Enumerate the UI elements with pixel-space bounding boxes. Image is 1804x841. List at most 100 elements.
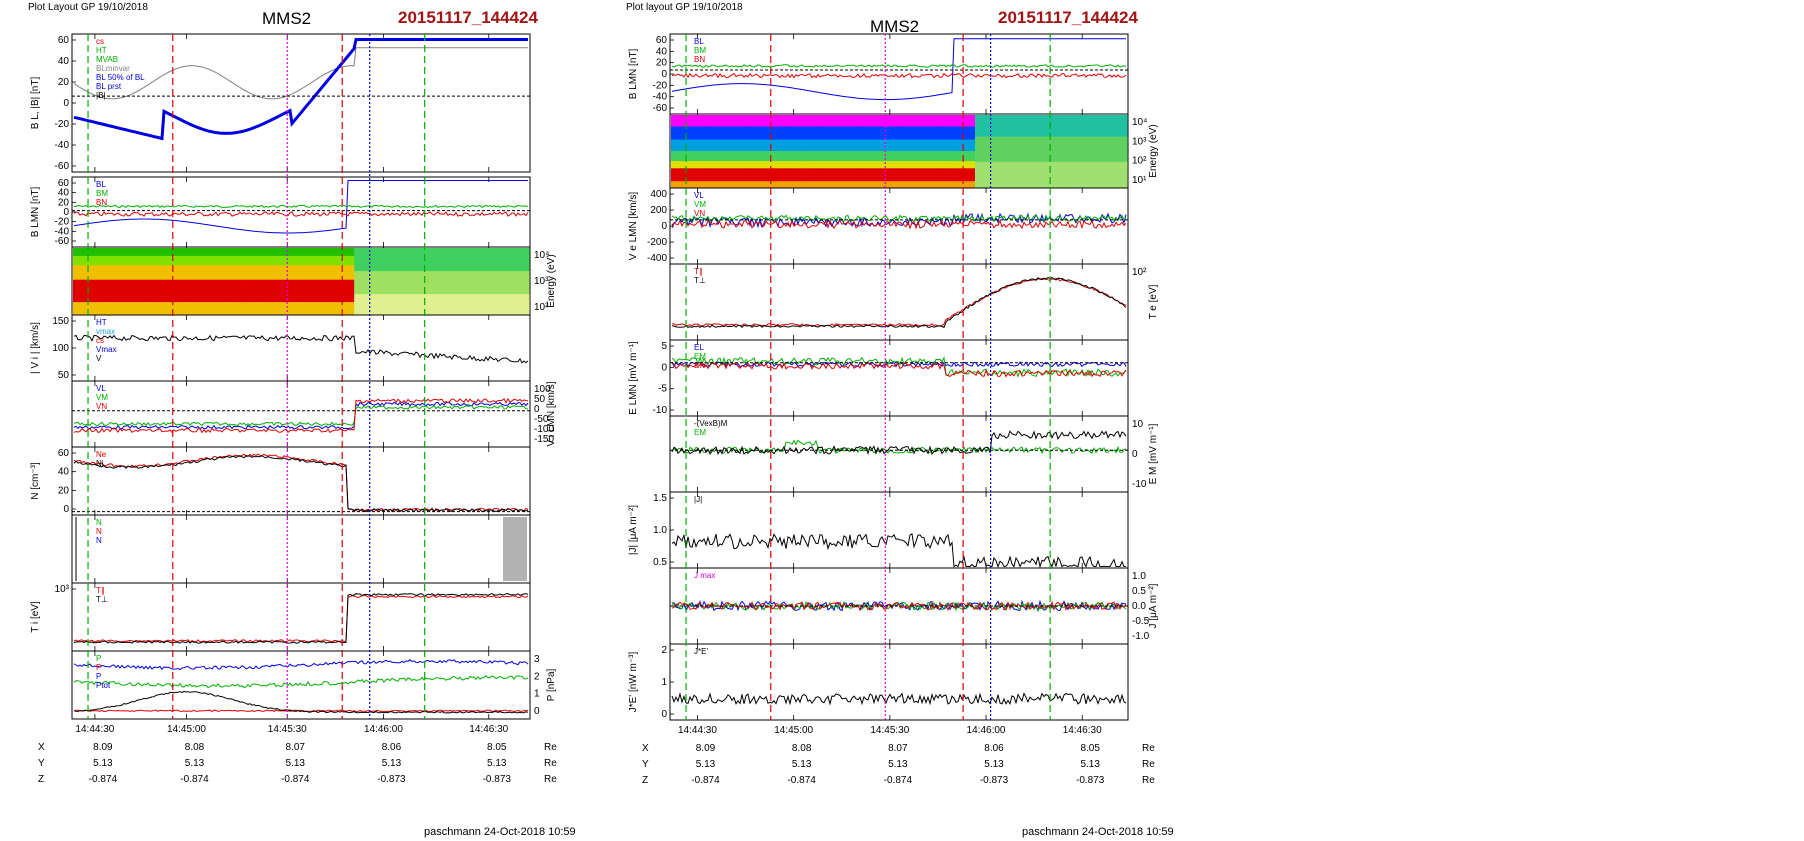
coord-unit: Re xyxy=(1142,759,1155,770)
spectrogram-cell xyxy=(959,126,968,141)
series-Ne xyxy=(73,453,529,512)
spectrogram-cell xyxy=(80,265,89,281)
spectrogram-cell xyxy=(906,181,915,188)
y-tick-label: 0 xyxy=(63,504,69,515)
spectrogram-cell xyxy=(1028,161,1037,188)
y-tick-label-right: 1.0 xyxy=(1132,571,1146,582)
panel-frame xyxy=(669,339,1129,417)
spectrogram-cell xyxy=(754,151,763,162)
spectrogram-cell xyxy=(792,115,801,128)
spectrogram-cell xyxy=(724,168,733,182)
spectrogram-cell xyxy=(453,271,462,295)
spectrogram-cell xyxy=(754,126,763,141)
spectrogram-cell xyxy=(354,271,363,295)
right-figure-panel-9: 2 1 0 J*E' [nW m⁻³] J*E' xyxy=(628,643,1129,721)
spectrogram-cell xyxy=(316,248,325,257)
spectrogram-cell xyxy=(747,168,756,182)
spectrogram-cell xyxy=(693,126,702,141)
spectrogram-cell xyxy=(1089,136,1098,163)
spectrogram-cell xyxy=(331,248,340,257)
spectrogram-cell xyxy=(830,161,839,169)
spectrogram-cell xyxy=(270,265,279,281)
spectrogram-cell xyxy=(754,139,763,152)
spectrogram-cell xyxy=(141,279,150,303)
spectrogram-cell xyxy=(187,302,196,315)
spectrogram-cell xyxy=(914,126,923,141)
spectrogram-cell xyxy=(445,271,454,295)
spectrogram-cell xyxy=(346,279,355,303)
spectrogram-cell xyxy=(693,151,702,162)
spectrogram-cell xyxy=(929,126,938,141)
spectrogram-cell xyxy=(899,115,908,128)
spectrogram-cell xyxy=(716,161,725,169)
spectrogram-cell xyxy=(1073,136,1082,163)
spectrogram-cell xyxy=(678,126,687,141)
spectrogram-cell xyxy=(1119,115,1128,138)
spectrogram-cell xyxy=(164,265,173,281)
coord-value: 5.13 xyxy=(185,758,205,769)
spectrogram-cell xyxy=(187,265,196,281)
spectrogram-cell xyxy=(906,126,915,141)
spectrogram-cell xyxy=(316,279,325,303)
spectrogram-cell xyxy=(187,248,196,257)
spectrogram-cell xyxy=(164,255,173,266)
y-tick-label: 0 xyxy=(661,362,667,373)
y-tick-label: 1.5 xyxy=(653,493,667,504)
spectrogram-cell xyxy=(929,151,938,162)
spectrogram-cell xyxy=(308,279,317,303)
spectrogram-cell xyxy=(255,255,264,266)
spectrogram-cell xyxy=(156,279,165,303)
spectrogram-cell xyxy=(407,294,416,315)
spectrogram-cell xyxy=(731,115,740,128)
spectrogram-cell xyxy=(777,139,786,152)
series-VL xyxy=(73,401,529,430)
spectrogram-cell xyxy=(133,248,142,257)
coord-value: 8.06 xyxy=(984,743,1004,754)
spectrogram-cell xyxy=(769,168,778,182)
spectrogram-cell xyxy=(1051,136,1060,163)
y-tick-label: 20 xyxy=(656,58,668,69)
spectrogram-cell xyxy=(263,279,272,303)
series-BN xyxy=(671,72,1127,79)
spectrogram-cell xyxy=(346,255,355,266)
spectrogram-cell xyxy=(731,161,740,169)
spectrogram-cell xyxy=(937,181,946,188)
series-Tpar xyxy=(73,595,529,643)
spectrogram-cell xyxy=(1111,136,1120,163)
legend-entry: |J| xyxy=(694,495,702,504)
spectrogram-cell xyxy=(88,248,97,257)
spectrogram-cell xyxy=(1089,161,1098,188)
spectrogram-cell xyxy=(762,161,771,169)
spectrogram-cell xyxy=(225,265,234,281)
coord-value: 8.09 xyxy=(93,742,113,753)
legend-entry: HT xyxy=(96,318,107,327)
spectrogram-cell xyxy=(800,181,809,188)
spectrogram-cell xyxy=(202,255,211,266)
spectrogram-cell xyxy=(278,302,287,315)
spectrogram-cell xyxy=(959,151,968,162)
spectrogram-cell xyxy=(891,115,900,128)
spectrogram-cell xyxy=(118,248,127,257)
y-axis-label: V e LMN [km/s] xyxy=(628,192,639,261)
spectrogram-cell xyxy=(171,248,180,257)
spectrogram-cell xyxy=(800,126,809,141)
time-tick-label: 14:46:30 xyxy=(469,724,508,735)
spectrogram-cell xyxy=(407,271,416,295)
spectrogram-cell xyxy=(823,139,832,152)
coord-value: 8.07 xyxy=(286,742,306,753)
spectrogram-cell xyxy=(453,248,462,272)
spectrogram-cell xyxy=(671,168,680,182)
spectrogram-cell xyxy=(967,126,976,141)
spectrogram-cell xyxy=(952,161,961,169)
spectrogram-cell xyxy=(149,265,158,281)
spectrogram-cell xyxy=(739,126,748,141)
coord-value: 5.13 xyxy=(1080,759,1100,770)
coord-value: 5.13 xyxy=(792,759,812,770)
spectrogram-cell xyxy=(179,265,188,281)
spectrogram-cell xyxy=(346,302,355,315)
spectrogram-cell xyxy=(807,168,816,182)
spectrogram-cell xyxy=(149,302,158,315)
spectrogram-cell xyxy=(937,151,946,162)
spectrogram-cell xyxy=(80,248,89,257)
legend-entry: HT xyxy=(96,46,107,55)
